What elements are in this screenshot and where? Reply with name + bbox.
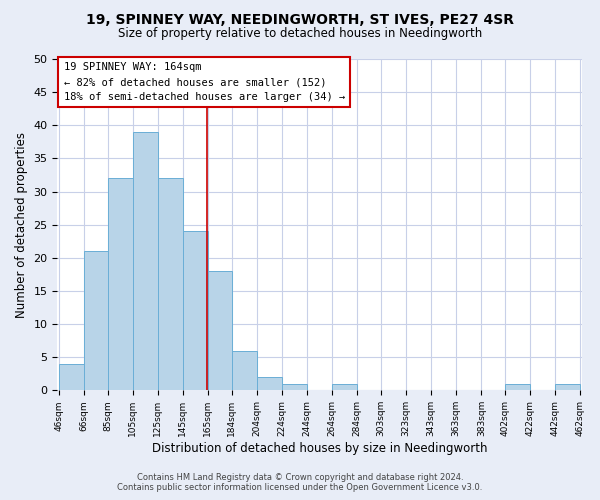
Bar — [332, 384, 357, 390]
X-axis label: Distribution of detached houses by size in Needingworth: Distribution of detached houses by size … — [152, 442, 487, 455]
Bar — [282, 384, 307, 390]
Bar — [183, 232, 208, 390]
Bar — [257, 377, 282, 390]
Bar — [505, 384, 530, 390]
Bar — [107, 178, 133, 390]
Text: 19, SPINNEY WAY, NEEDINGWORTH, ST IVES, PE27 4SR: 19, SPINNEY WAY, NEEDINGWORTH, ST IVES, … — [86, 12, 514, 26]
Bar — [84, 251, 107, 390]
Y-axis label: Number of detached properties: Number of detached properties — [15, 132, 28, 318]
Bar — [208, 271, 232, 390]
Bar — [555, 384, 580, 390]
Text: Size of property relative to detached houses in Needingworth: Size of property relative to detached ho… — [118, 28, 482, 40]
Text: 19 SPINNEY WAY: 164sqm
← 82% of detached houses are smaller (152)
18% of semi-de: 19 SPINNEY WAY: 164sqm ← 82% of detached… — [64, 62, 345, 102]
Bar — [158, 178, 183, 390]
Bar — [59, 364, 84, 390]
Text: Contains HM Land Registry data © Crown copyright and database right 2024.
Contai: Contains HM Land Registry data © Crown c… — [118, 473, 482, 492]
Bar — [232, 350, 257, 391]
Bar — [133, 132, 158, 390]
